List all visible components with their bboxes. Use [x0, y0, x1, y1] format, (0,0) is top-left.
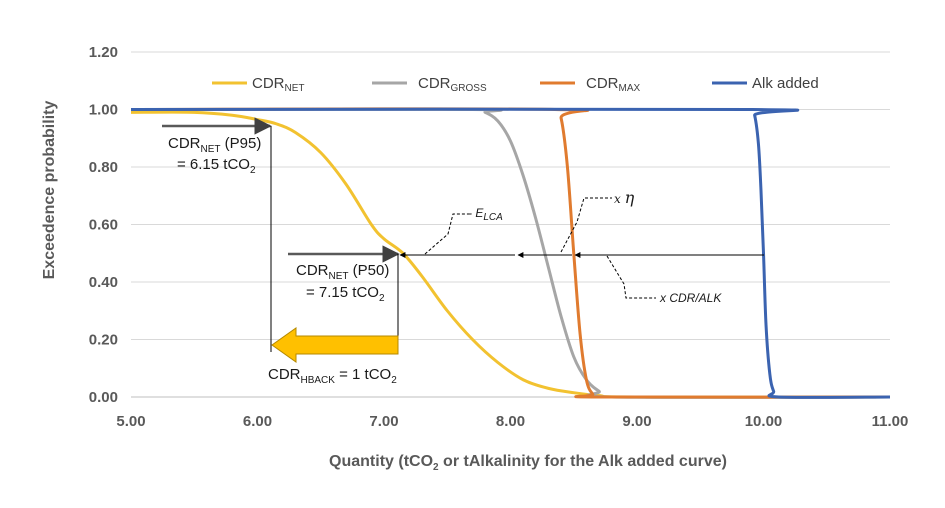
cdr-alk-label: x CDR/ALK: [659, 291, 722, 305]
leader-eta: [560, 197, 612, 253]
series-line-cdr-max: [130, 107, 891, 399]
leader-cdr-alk: [606, 255, 656, 299]
y-tick-label: 0.60: [89, 217, 118, 234]
legend-label-cdr-max: CDRMAX: [586, 75, 641, 94]
series-line-cdr-gross: [130, 107, 891, 399]
y-tick-label: 0.00: [89, 389, 118, 406]
legend-label-cdr-gross: CDRGROSS: [418, 75, 487, 94]
y-tick-label: 1.20: [89, 44, 118, 61]
y-axis-title: Exceedence probability: [41, 101, 58, 280]
x-tick-label: 5.00: [116, 413, 145, 430]
x-tick-label: 10.00: [745, 413, 783, 430]
leader-elca: [424, 213, 470, 255]
p50-label: CDRNET (P50): [296, 262, 389, 282]
legend: CDRNET CDRGROSS CDRMAX Alk added: [212, 75, 819, 94]
hback-arrow: [271, 327, 399, 363]
x-tick-label: 6.00: [243, 413, 272, 430]
x-tick-labels: 5.00 6.00 7.00 8.00 9.00 10.00 11.00: [116, 413, 908, 430]
legend-label-cdr-net: CDRNET: [252, 75, 305, 94]
series-line-alk-added: [130, 107, 891, 399]
legend-label-alk-added: Alk added: [752, 75, 819, 92]
y-tick-labels: 0.00 0.20 0.40 0.60 0.80 1.00 1.20: [89, 44, 118, 406]
x-tick-label: 9.00: [622, 413, 651, 430]
y-tick-label: 0.40: [89, 274, 118, 291]
y-tick-label: 0.20: [89, 332, 118, 349]
x-axis-title: Quantity (tCO2 or tAlkalinity for the Al…: [329, 453, 727, 473]
annotations: [162, 117, 764, 363]
p50-value: = 7.15 tCO2: [306, 284, 385, 304]
series-lines: [130, 107, 891, 399]
x-tick-label: 8.00: [496, 413, 525, 430]
hback-label: CDRHBACK = 1 tCO2: [268, 366, 397, 386]
x-tick-label: 11.00: [872, 413, 909, 430]
p95-label: CDRNET (P95): [168, 135, 261, 155]
elca-label: - ELCA: [468, 206, 503, 223]
eta-label: x η: [614, 188, 635, 207]
y-tick-label: 0.80: [89, 159, 118, 176]
grid-lines: [131, 51, 890, 398]
y-tick-label: 1.00: [89, 102, 118, 119]
p95-value: = 6.15 tCO2: [177, 156, 256, 176]
x-tick-label: 7.00: [369, 413, 398, 430]
